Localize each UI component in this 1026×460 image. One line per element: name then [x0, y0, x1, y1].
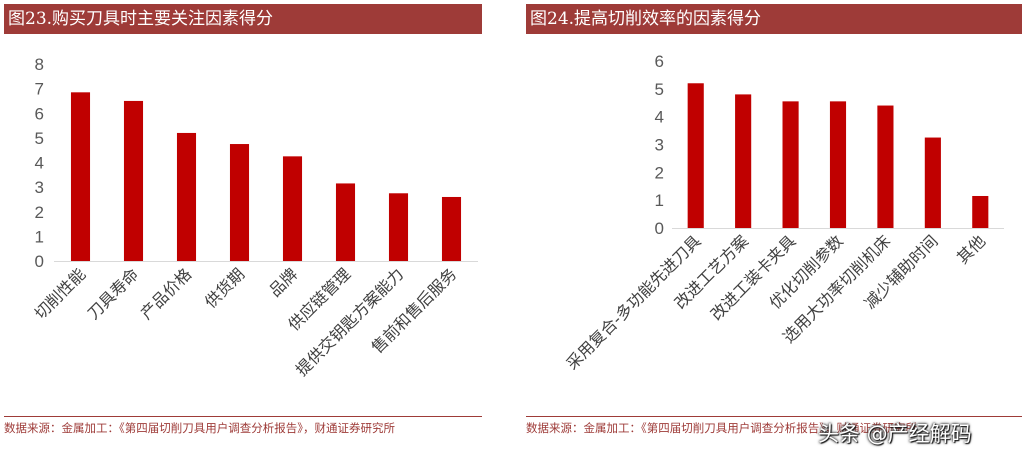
source-note: 数据来源：金属加工：《第四届切削刀具用户调查分析报告》，财通证券研究所: [4, 421, 395, 435]
y-tick-label: 5: [35, 129, 44, 148]
bar: [972, 195, 989, 228]
bar: [782, 101, 799, 228]
source-note: 数据来源：金属加工：《第四届切削刀具用户调查分析报告》，财通证券研究所: [526, 421, 917, 435]
bar: [441, 196, 462, 261]
category-label: 刀具寿命: [84, 264, 143, 323]
y-tick-label: 1: [35, 227, 44, 246]
bar: [70, 92, 91, 261]
bar: [123, 100, 144, 261]
bar: [335, 183, 356, 261]
category-label: 其他: [953, 231, 989, 267]
source-divider: [4, 416, 482, 417]
category-label: 产品价格: [137, 264, 196, 323]
category-label: 改进工装卡夹具: [707, 231, 800, 324]
bar: [176, 132, 197, 261]
bar: [229, 144, 250, 261]
bar: [388, 193, 409, 261]
y-tick-label: 0: [35, 252, 44, 271]
bar-chart-right: 0123456采用复合-多功能先进刀具改进工艺方案改进工装卡夹具优化切削参数选用…: [563, 52, 1004, 373]
chart-title: 图24.提高切削效率的因素得分: [526, 4, 1022, 34]
y-tick-label: 4: [655, 108, 664, 127]
y-tick-label: 2: [655, 163, 664, 182]
chart-panel-right: 图24.提高切削效率的因素得分 0 1 2 3 4 5 6 采用复合-多功能先进刀具 改进工艺方…: [526, 4, 1022, 456]
bar: [877, 105, 894, 228]
y-tick-label: 5: [655, 80, 664, 99]
y-tick-label: 3: [35, 178, 44, 197]
y-tick-label: 7: [35, 80, 44, 99]
y-tick-label: 3: [655, 136, 664, 155]
chart-panel-left: 图23.购买刀具时主要关注因素得分 0 1 2 3 4 5 6 7 8 切削性能 刀具寿命 产品价格供…: [4, 4, 482, 456]
category-label: 供货期: [201, 264, 248, 311]
y-tick-label: 8: [35, 55, 44, 74]
y-tick-label: 6: [35, 104, 44, 123]
watermark: 头条 @产经解码: [818, 422, 972, 446]
y-tick-label: 1: [655, 191, 664, 210]
category-label: 品牌: [265, 264, 301, 300]
y-tick-label: 0: [655, 219, 664, 238]
bar: [735, 94, 752, 229]
bar: [924, 137, 941, 228]
chart-title: 图23.购买刀具时主要关注因素得分: [4, 4, 482, 34]
y-tick-label: 2: [35, 203, 44, 222]
y-tick-label: 6: [655, 52, 664, 71]
category-label: 切削性能: [31, 264, 90, 323]
bar: [282, 156, 303, 261]
y-tick-label: 4: [35, 154, 44, 173]
source-divider: [526, 416, 1022, 417]
bar: [687, 83, 704, 228]
bar: [829, 101, 847, 228]
